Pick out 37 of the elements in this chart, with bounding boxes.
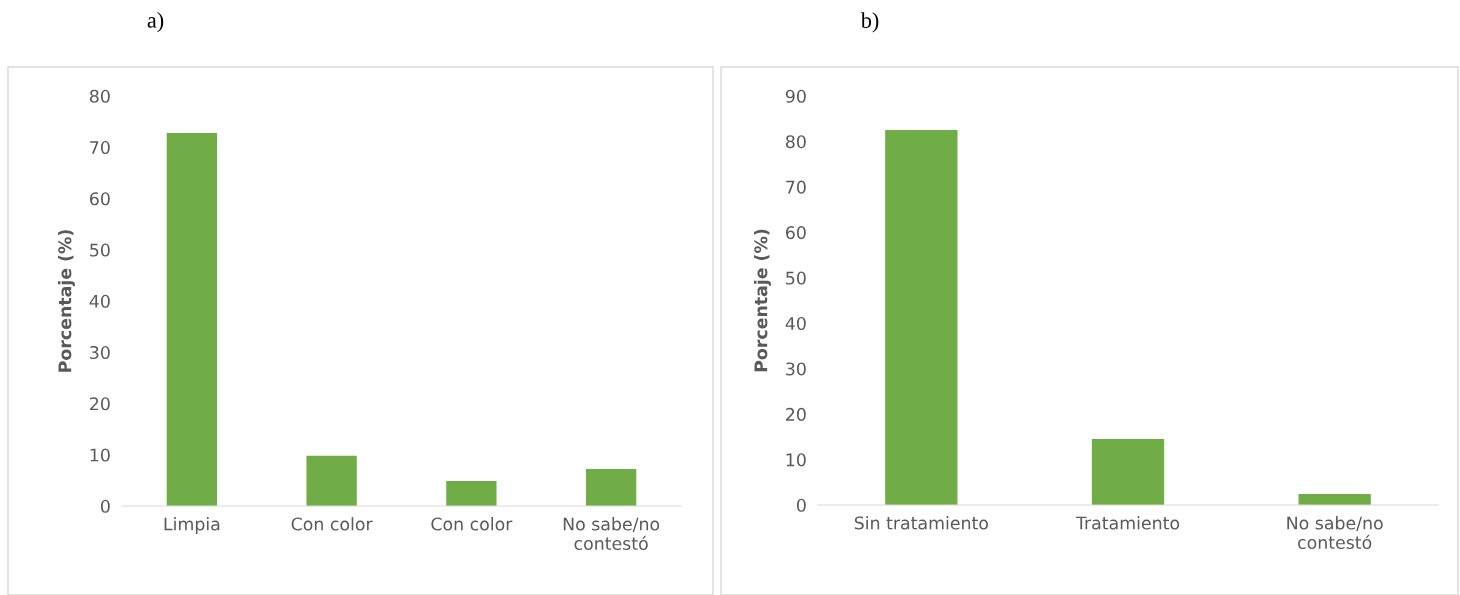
y-tick-label: 70 xyxy=(90,140,110,155)
y-tick-label: 30 xyxy=(90,345,110,360)
y-tick-label: 50 xyxy=(90,243,110,257)
y-tick-label: 70 xyxy=(786,180,806,194)
y-tick-label: 90 xyxy=(785,89,806,103)
y-tick-label: 20 xyxy=(786,407,806,421)
bar xyxy=(166,132,218,506)
y-tick-label: 10 xyxy=(90,448,110,462)
y-tick-label: 20 xyxy=(90,397,110,411)
x-tick-label: No sabe/no contestó xyxy=(1287,516,1383,549)
y-tick-label: 80 xyxy=(89,89,110,103)
bar xyxy=(1298,494,1371,505)
bar xyxy=(585,469,637,506)
bar xyxy=(885,130,958,505)
y-tick-label: 40 xyxy=(89,294,110,308)
y-tick-label: 0 xyxy=(100,499,110,513)
y-tick-label: 30 xyxy=(786,362,806,376)
y-tick-label: 60 xyxy=(786,226,806,240)
y-tick-label: 40 xyxy=(785,316,806,331)
x-tick-label: Sin tratamiento xyxy=(854,516,989,530)
x-tick-label: Limpia xyxy=(164,517,220,534)
x-tick-label: No sabe/no contestó xyxy=(563,517,660,550)
chart-title: b) xyxy=(860,12,879,33)
bar xyxy=(306,455,357,506)
y-tick-label: 0 xyxy=(796,498,806,512)
y-tick-label: 80 xyxy=(785,135,806,149)
y-tick-label: 10 xyxy=(786,453,806,467)
y-tick-label: 50 xyxy=(786,271,806,285)
y-axis-title: Porcentaje (%) xyxy=(753,229,771,372)
chart-title: a) xyxy=(147,12,164,33)
x-tick-label: Con color xyxy=(431,517,513,531)
x-tick-label: Tratamiento xyxy=(1075,516,1180,530)
y-tick-label: 60 xyxy=(90,192,110,206)
bar xyxy=(446,480,497,506)
x-tick-label: Con color xyxy=(291,517,373,531)
y-axis-title: Porcentaje (%) xyxy=(57,230,75,372)
bar xyxy=(1091,439,1165,505)
